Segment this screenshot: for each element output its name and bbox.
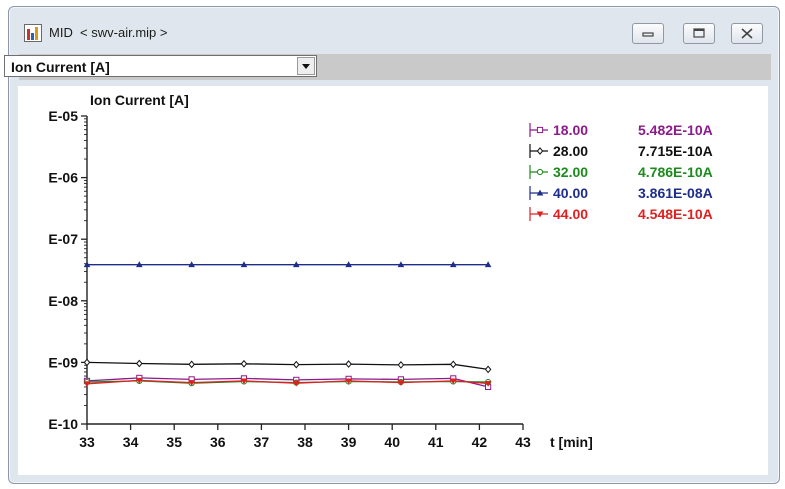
minimize-button[interactable]	[632, 23, 664, 44]
y-tick-label: E-09	[48, 354, 78, 370]
signal-type-select[interactable]: Ion Current [A]	[4, 55, 317, 77]
legend-marker	[536, 189, 544, 196]
data-point	[345, 360, 352, 368]
x-tick-label: 34	[123, 434, 139, 450]
legend-mass: 44.00	[553, 206, 588, 222]
data-point	[449, 360, 457, 369]
data-point	[397, 261, 405, 268]
minimize-icon	[642, 32, 654, 37]
legend-mass: 40.00	[553, 185, 588, 201]
select-value: Ion Current [A]	[11, 59, 110, 75]
data-point	[449, 261, 457, 268]
data-point	[240, 261, 248, 268]
data-point	[240, 359, 248, 368]
window-title: MID < swv-air.mip >	[49, 25, 168, 40]
close-button[interactable]	[731, 23, 763, 44]
data-point	[293, 380, 300, 387]
x-tick-label: 37	[254, 434, 270, 450]
chart-title: Ion Current [A]	[90, 92, 189, 108]
y-tick-label: E-10	[48, 416, 78, 432]
data-point	[136, 377, 143, 384]
data-point	[240, 378, 248, 385]
data-point	[293, 360, 300, 369]
legend-value: 4.786E-10A	[638, 164, 713, 180]
x-tick-label: 35	[166, 434, 182, 450]
legend-marker	[536, 126, 544, 134]
x-tick-label: 33	[79, 434, 95, 450]
data-point	[188, 261, 195, 268]
legend-marker	[536, 168, 544, 176]
data-point	[449, 378, 457, 385]
data-point	[397, 380, 405, 387]
data-point	[83, 261, 91, 268]
data-point	[484, 261, 492, 268]
data-point	[293, 261, 300, 268]
close-icon	[741, 28, 753, 39]
data-point	[188, 380, 195, 387]
maximize-icon	[693, 28, 705, 38]
data-point	[345, 378, 352, 385]
y-tick-label: E-05	[48, 108, 78, 124]
legend-mass: 18.00	[553, 122, 588, 138]
series-line-28.00	[86, 361, 489, 371]
legend-value: 7.715E-10A	[638, 143, 713, 159]
legend-value: 4.548E-10A	[638, 206, 713, 222]
legend-mass: 32.00	[553, 164, 588, 180]
data-point	[83, 381, 91, 388]
data-point	[136, 261, 143, 268]
x-tick-label: 39	[341, 434, 357, 450]
data-point	[188, 360, 195, 369]
plot-area: Ion Current [A] E-05 E-06 E-07 E-08 E-09 E-10 3…	[18, 86, 768, 475]
x-tick-label: 43	[515, 434, 531, 450]
legend-marker	[536, 211, 544, 218]
bar-chart-icon	[24, 24, 42, 42]
data-point	[83, 358, 91, 367]
title-bar[interactable]: MID < swv-air.mip >	[9, 7, 779, 47]
x-tick-label: 36	[210, 434, 226, 450]
legend-mass: 28.00	[553, 143, 588, 159]
chevron-down-icon	[302, 64, 310, 69]
legend-marker	[536, 147, 544, 155]
y-tick-label: E-07	[48, 231, 78, 247]
x-tick-label: 42	[472, 434, 488, 450]
x-tick-label: 38	[297, 434, 313, 450]
maximize-button[interactable]	[683, 23, 715, 44]
y-tick-label: E-08	[48, 293, 78, 309]
ion-current-chart: Ion Current [A]E-05E-06E-07E-08E-09E-103…	[48, 92, 713, 450]
data-point	[484, 365, 492, 374]
x-axis-label: t [min]	[550, 434, 593, 450]
x-tick-label: 40	[384, 434, 400, 450]
x-tick-label: 41	[428, 434, 444, 450]
data-point	[397, 361, 405, 369]
dropdown-button[interactable]	[297, 57, 315, 75]
legend-value: 3.861E-08A	[638, 185, 713, 201]
data-point	[484, 380, 492, 387]
data-point	[136, 359, 143, 368]
legend-value: 5.482E-10A	[638, 122, 713, 138]
data-point	[345, 261, 352, 268]
y-tick-label: E-06	[48, 170, 78, 186]
